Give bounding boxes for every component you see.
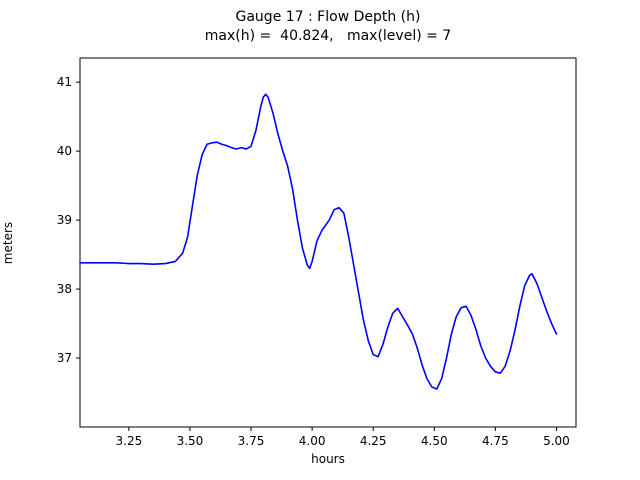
x-tick-label: 3.75 — [238, 434, 265, 448]
y-axis-label: meters — [1, 221, 15, 265]
chart-title-block: Gauge 17 : Flow Depth (h) max(h) = 40.82… — [80, 8, 576, 46]
plot-frame — [79, 57, 577, 428]
y-tick-label: 41 — [57, 75, 72, 89]
y-tick-label: 40 — [57, 144, 72, 158]
x-tick-label: 3.50 — [177, 434, 204, 448]
y-tick-label: 39 — [57, 213, 72, 227]
y-tick-label: 37 — [57, 351, 72, 365]
x-tick-label: 4.00 — [299, 434, 326, 448]
flow-depth-line — [79, 93, 558, 390]
x-tick-label: 4.75 — [482, 434, 509, 448]
chart-title: Gauge 17 : Flow Depth (h) — [235, 9, 421, 25]
x-tick-label: 4.25 — [360, 434, 387, 448]
y-tick-label: 38 — [57, 282, 72, 296]
x-axis-label: hours — [311, 452, 345, 466]
chart-subtitle: max(h) = 40.824, max(level) = 7 — [204, 28, 452, 44]
x-tick-label: 5.00 — [543, 434, 570, 448]
x-tick-label: 4.50 — [421, 434, 448, 448]
x-tick-label: 3.25 — [116, 434, 143, 448]
